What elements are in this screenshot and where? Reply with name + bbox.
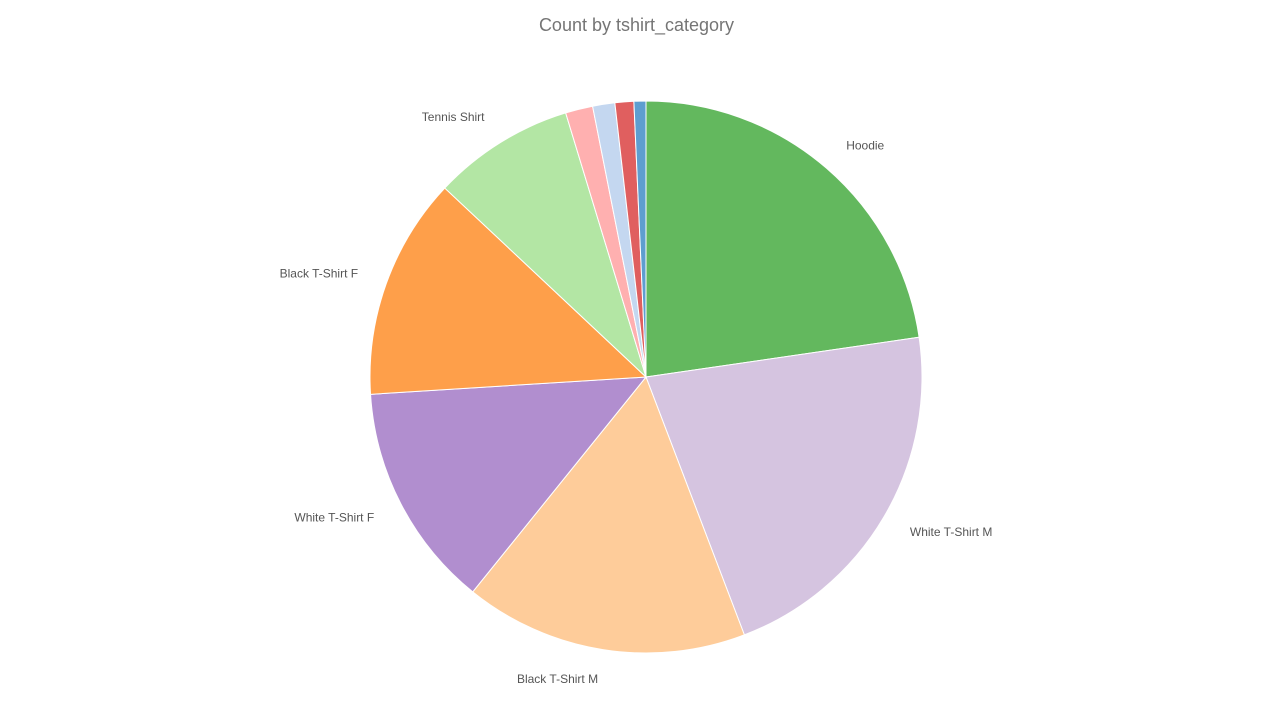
pie-slices (369, 100, 923, 654)
pie-slice-tennis-shirt (444, 112, 648, 379)
pie-label-white-t-shirt-f: White T-Shirt F (294, 511, 374, 525)
pie-label-black-t-shirt-m: Black T-Shirt M (517, 672, 598, 686)
pie-slice-hoodie (645, 100, 920, 378)
pie-slice-black-t-shirt-m (472, 376, 746, 654)
pie-slice-black-t-shirt-f (369, 187, 648, 395)
pie-slice-item-10 (633, 100, 647, 378)
pie-label-white-t-shirt-m: White T-Shirt M (910, 525, 992, 539)
pie-label-hoodie: Hoodie (846, 139, 884, 153)
pie-slice-white-t-shirt-f (370, 376, 648, 593)
pie-label-black-t-shirt-f: Black T-Shirt F (280, 266, 358, 280)
pie-label-tennis-shirt: Tennis Shirt (422, 110, 485, 124)
pie-labels: Hoodie White T-Shirt M Black T-Shirt M Whit… (280, 110, 993, 686)
chart-title: Count by tshirt_category (539, 15, 734, 36)
pie-slice-white-t-shirt-m (645, 336, 923, 636)
